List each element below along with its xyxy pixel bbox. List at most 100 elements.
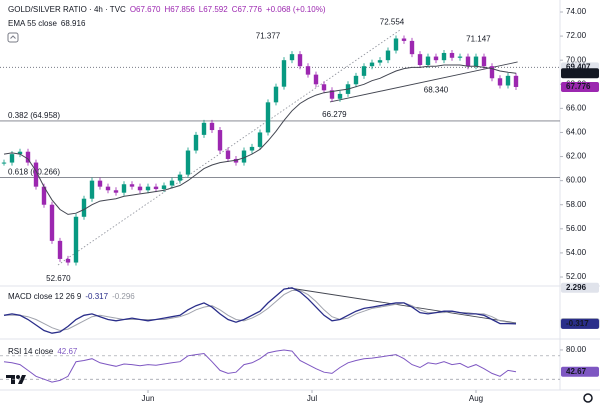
candle <box>281 60 287 87</box>
candle <box>265 102 271 133</box>
y-tick-label: 74.00 <box>566 7 587 16</box>
price-pill-label: 67.776 <box>566 82 591 91</box>
candle <box>321 84 327 91</box>
candle <box>249 146 255 151</box>
legend-text: GOLD/SILVER RATIO · 4h · TVC <box>8 5 126 14</box>
macd-signal-line <box>4 290 517 332</box>
candle <box>241 150 247 163</box>
candle <box>225 150 231 159</box>
settings-icon[interactable] <box>583 393 593 403</box>
price-pill-label: 42.67 <box>566 367 587 376</box>
price-pill-label: 2.296 <box>566 283 587 292</box>
y-tick-label: 62.00 <box>566 152 587 161</box>
legend-text: -0.317 <box>85 292 108 301</box>
price-pill <box>561 282 599 293</box>
legend-text: MACD close 12 26 9 <box>8 292 82 301</box>
candle <box>257 132 263 147</box>
price-pill <box>561 318 599 329</box>
candle <box>433 56 439 61</box>
candle <box>481 56 487 67</box>
price-annotation: 52.670 <box>46 274 71 283</box>
trendline <box>287 287 517 324</box>
legend-text: L67.592 <box>199 5 228 14</box>
candle <box>305 66 311 75</box>
candle <box>369 62 375 67</box>
candle <box>65 258 71 263</box>
candle <box>185 150 191 175</box>
price-pill <box>561 81 599 92</box>
candle <box>17 151 23 155</box>
legend-row: GOLD/SILVER RATIO · 4h · TVC O67.670 H67.8… <box>8 5 326 14</box>
candle <box>177 174 183 181</box>
candle <box>25 151 31 163</box>
candle <box>217 130 223 151</box>
legend-text: EMA 55 close <box>8 19 57 28</box>
candle <box>417 54 423 65</box>
candle <box>505 75 511 86</box>
y-tick-label: 52.00 <box>566 272 587 281</box>
candle <box>457 56 463 58</box>
candle <box>353 75 359 85</box>
x-tick-label: Jul <box>307 394 317 403</box>
y-tick-label: 72.00 <box>566 31 587 40</box>
candle <box>89 180 95 199</box>
price-annotation: 72.554 <box>380 18 405 27</box>
legend-text: O67.670 <box>130 5 161 14</box>
trendline <box>57 29 401 266</box>
candle <box>145 186 151 191</box>
candle <box>337 93 343 99</box>
y-tick-label: 70.00 <box>566 55 587 64</box>
candle <box>465 56 471 67</box>
candle <box>169 180 175 186</box>
candle <box>105 186 111 191</box>
price-pill-label: 68.916 <box>566 68 591 77</box>
y-tick-label: 64.00 <box>566 128 587 137</box>
candle <box>385 50 391 61</box>
y-tick-label: 54.00 <box>566 248 587 257</box>
legend-text: RSI 14 close <box>8 347 54 356</box>
candle <box>409 40 415 55</box>
rsi-tick-label: 80.00 <box>566 345 587 354</box>
legend-text: H67.856 <box>165 5 196 14</box>
candle <box>289 54 295 61</box>
candle <box>57 240 63 259</box>
price-annotation: 71.377 <box>256 32 281 41</box>
candle <box>313 74 319 85</box>
candle <box>441 52 447 61</box>
trendline <box>329 61 518 103</box>
candle <box>473 56 479 67</box>
candle <box>513 75 519 87</box>
candle <box>161 185 167 190</box>
collapse-button[interactable] <box>7 32 19 43</box>
candle <box>153 186 159 190</box>
candle <box>201 122 207 135</box>
candle <box>33 162 39 187</box>
price-pill-label: -0.317 <box>566 319 589 328</box>
candle <box>497 78 503 86</box>
legend-text: +0.068 (+0.10%) <box>266 5 326 14</box>
x-tick-label: Jun <box>142 394 155 403</box>
candle <box>129 184 135 187</box>
fib-label: 0.382 (64.958) <box>8 111 60 120</box>
y-tick-label: 58.00 <box>566 200 587 209</box>
candle <box>425 56 431 65</box>
candle <box>377 60 383 63</box>
candle <box>209 122 215 131</box>
x-tick-label: Aug <box>469 394 483 403</box>
candle <box>489 66 495 79</box>
candle <box>401 38 407 41</box>
collapse-icon <box>10 35 16 39</box>
candle <box>193 134 199 151</box>
y-tick-label: 66.00 <box>566 103 587 112</box>
candle <box>297 54 303 67</box>
candle <box>449 52 455 58</box>
price-annotation: 66.279 <box>322 110 347 119</box>
candle <box>273 86 279 103</box>
price-pill-label: 69.407 <box>566 62 591 71</box>
candle <box>41 186 47 205</box>
candle <box>361 66 367 76</box>
legend-text: -0.296 <box>112 292 135 301</box>
candle <box>137 186 143 191</box>
rsi-line <box>3 349 517 383</box>
